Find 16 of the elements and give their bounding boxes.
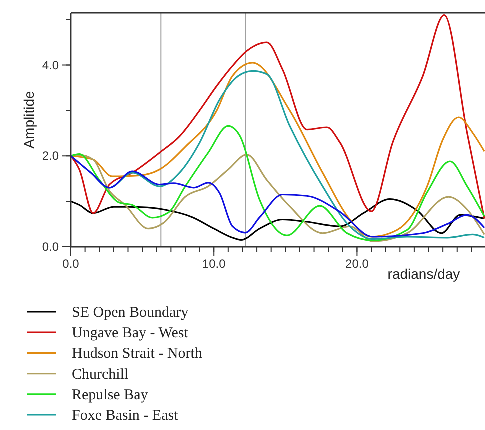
- x-tick-label: 20.0: [346, 257, 370, 271]
- x-tick-label: 10.0: [202, 257, 226, 271]
- y-tick-label: 0.0: [42, 240, 60, 254]
- y-tick-label: 2.0: [42, 149, 60, 164]
- y-tick-label: 4.0: [42, 58, 60, 72]
- legend-label: Ungave Bay - West: [72, 326, 190, 342]
- line-series: [71, 198, 485, 241]
- y-axis-title: Amplitide: [21, 91, 37, 149]
- legend-label: Repulse Bay: [72, 387, 149, 404]
- x-axis-title: radians/day: [388, 266, 460, 282]
- legend-label: SE Open Boundary: [72, 305, 190, 321]
- x-tick-label: 0.0: [62, 257, 80, 271]
- legend-label: Churchill: [72, 366, 129, 383]
- line-series: [71, 125, 485, 242]
- legend-label: Hudson Strait - North: [72, 346, 203, 362]
- legend-label: Foxe Basin - East: [72, 408, 180, 424]
